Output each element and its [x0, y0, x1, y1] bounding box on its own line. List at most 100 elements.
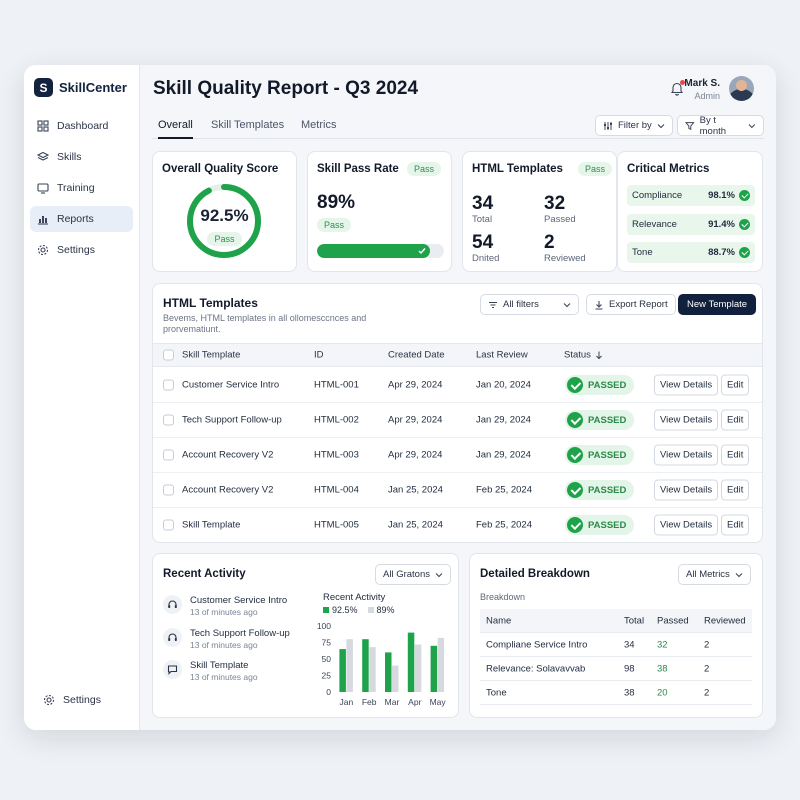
column-header-created-date[interactable]: Created Date	[388, 349, 445, 361]
cell-created-date: Apr 29, 2024	[388, 449, 443, 461]
edit-button[interactable]: Edit	[721, 409, 750, 431]
chat-icon	[163, 660, 182, 679]
chevron-down-icon	[735, 572, 743, 577]
sidebar-item-skills[interactable]: Skills	[30, 144, 133, 170]
cell-created-date: Jan 25, 2024	[388, 519, 443, 531]
templates-table-subtitle: Bevems, HTML templates in all ollomesccn…	[163, 313, 366, 335]
user-info[interactable]: Mark S. Admin	[684, 78, 720, 101]
new-template-button[interactable]: New Template	[678, 294, 757, 315]
table-row[interactable]: Customer Service Intro HTML-001 Apr 29, 20…	[153, 368, 762, 403]
quality-score-title: Overall Quality Score	[162, 163, 279, 175]
app-window: S SkillCenter Dashboard Skills Training …	[24, 65, 776, 730]
subtitle-line-1: Bevems, HTML templates in all ollomesccn…	[163, 313, 367, 323]
metric-value: 88.7%	[708, 247, 735, 258]
column-header-status[interactable]: Status	[564, 350, 603, 361]
check-circle-icon	[567, 482, 583, 498]
view-details-button[interactable]: View Details	[654, 374, 719, 396]
row-checkbox[interactable]	[163, 414, 174, 426]
filter-by-button[interactable]: Filter by	[595, 115, 673, 136]
breakdown-col-passed: Passed	[657, 615, 689, 626]
row-checkbox[interactable]	[163, 519, 174, 531]
metric-row-tone: Tone 88.7%	[627, 242, 755, 263]
breakdown-col-name: Name	[486, 615, 512, 626]
sidebar-item-training[interactable]: Training	[30, 175, 133, 201]
bar-mar-series-0	[385, 652, 392, 692]
export-report-button[interactable]: Export Report	[586, 294, 676, 315]
x-tick-label: Apr	[408, 697, 421, 707]
headset-icon	[163, 595, 182, 614]
edit-button[interactable]: Edit	[721, 479, 750, 501]
layers-icon	[36, 151, 50, 163]
edit-button[interactable]: Edit	[721, 374, 750, 396]
y-tick-label: 25	[322, 671, 332, 681]
y-tick-label: 100	[317, 621, 331, 631]
sidebar: S SkillCenter Dashboard Skills Training …	[24, 65, 140, 730]
cell-last-review: Jan 29, 2024	[476, 449, 531, 461]
breakdown-cell-passed: 38	[657, 663, 668, 674]
activity-item[interactable]: Customer Service Intro 13 of minutes ago	[163, 595, 287, 617]
tab-skill-templates[interactable]: Skill Templates	[211, 119, 285, 131]
edit-button[interactable]: Edit	[721, 514, 750, 536]
all-filters-label: All filters	[503, 299, 539, 310]
breakdown-col-reviewed: Reviewed	[704, 615, 746, 626]
table-row[interactable]: Tech Support Follow-up HTML-002 Apr 29, 20…	[153, 403, 762, 438]
sidebar-item-label: Settings	[57, 244, 95, 256]
view-details-button[interactable]: View Details	[654, 409, 719, 431]
view-details-button[interactable]: View Details	[654, 444, 719, 466]
chart-title: Recent Activity	[323, 592, 386, 603]
avatar[interactable]	[729, 76, 754, 101]
tab-overall[interactable]: Overall	[158, 119, 193, 139]
all-filters-dropdown[interactable]: All filters	[480, 294, 579, 315]
activity-item[interactable]: Skill Template 13 of minutes ago	[163, 660, 258, 682]
column-header-last-review[interactable]: Last Review	[476, 349, 528, 361]
cell-last-review: Jan 20, 2024	[476, 379, 531, 391]
activity-time: 13 of minutes ago	[190, 607, 258, 617]
chevron-down-icon	[563, 302, 571, 307]
brand[interactable]: S SkillCenter	[24, 78, 139, 97]
status-badge: PASSED	[565, 375, 635, 395]
quality-score-card: Overall Quality Score 92.5% Pass	[152, 151, 297, 272]
activity-filter-dropdown[interactable]: All Gratons	[375, 564, 451, 585]
status-label: PASSED	[588, 379, 627, 391]
row-checkbox[interactable]	[163, 449, 174, 461]
quality-gauge	[187, 184, 261, 258]
view-details-button[interactable]: View Details	[654, 514, 719, 536]
view-details-button[interactable]: View Details	[654, 479, 719, 501]
recent-activity-title: Recent Activity	[163, 568, 246, 580]
chevron-down-icon	[435, 572, 443, 577]
row-checkbox[interactable]	[163, 484, 174, 496]
tab-metrics[interactable]: Metrics	[301, 119, 337, 131]
sidebar-bottom-settings[interactable]: Settings	[36, 687, 101, 713]
select-all-checkbox[interactable]	[163, 349, 174, 361]
edit-button[interactable]: Edit	[721, 444, 750, 466]
column-header-id[interactable]: ID	[314, 349, 324, 361]
sidebar-item-label: Settings	[63, 694, 101, 706]
y-tick-label: 0	[326, 687, 331, 697]
stat-dnited-label: Dnited	[472, 253, 500, 264]
headset-icon	[163, 628, 182, 647]
cell-skill-template: Account Recovery V2	[182, 449, 274, 461]
pass-rate-title: Skill Pass Rate	[317, 163, 399, 175]
cell-skill-template: Skill Template	[182, 519, 241, 531]
sidebar-item-settings[interactable]: Settings	[30, 237, 133, 263]
table-row[interactable]: Skill Template HTML-005 Jan 25, 2024 Feb 25…	[153, 508, 762, 542]
table-row[interactable]: Account Recovery V2 HTML-004 Jan 25, 2024 F…	[153, 473, 762, 508]
activity-item[interactable]: Tech Support Follow-up 13 of minutes ago	[163, 628, 290, 650]
html-templates-card-title: HTML Templates	[472, 163, 563, 175]
activity-filter-label: All Gratons	[383, 569, 430, 580]
month-filter-button[interactable]: By t month	[677, 115, 764, 137]
gear-icon	[37, 244, 49, 256]
cell-id: HTML-001	[314, 379, 359, 391]
stat-passed-value: 32	[544, 193, 566, 214]
sidebar-item-dashboard[interactable]: Dashboard	[30, 113, 133, 139]
breakdown-filter-dropdown[interactable]: All Metrics	[678, 564, 751, 585]
bell-icon[interactable]	[670, 80, 685, 96]
sidebar-item-reports[interactable]: Reports	[30, 206, 133, 232]
templates-table-card: HTML Templates Bevems, HTML templates in…	[152, 283, 763, 543]
stat-reviewed-value: 2	[544, 232, 555, 253]
table-row[interactable]: Account Recovery V2 HTML-003 Apr 29, 2024 J…	[153, 438, 762, 473]
row-checkbox[interactable]	[163, 379, 174, 391]
column-header-skill-template[interactable]: Skill Template	[182, 349, 241, 361]
brand-logo: S	[34, 78, 53, 97]
user-name: Mark S.	[684, 78, 720, 89]
